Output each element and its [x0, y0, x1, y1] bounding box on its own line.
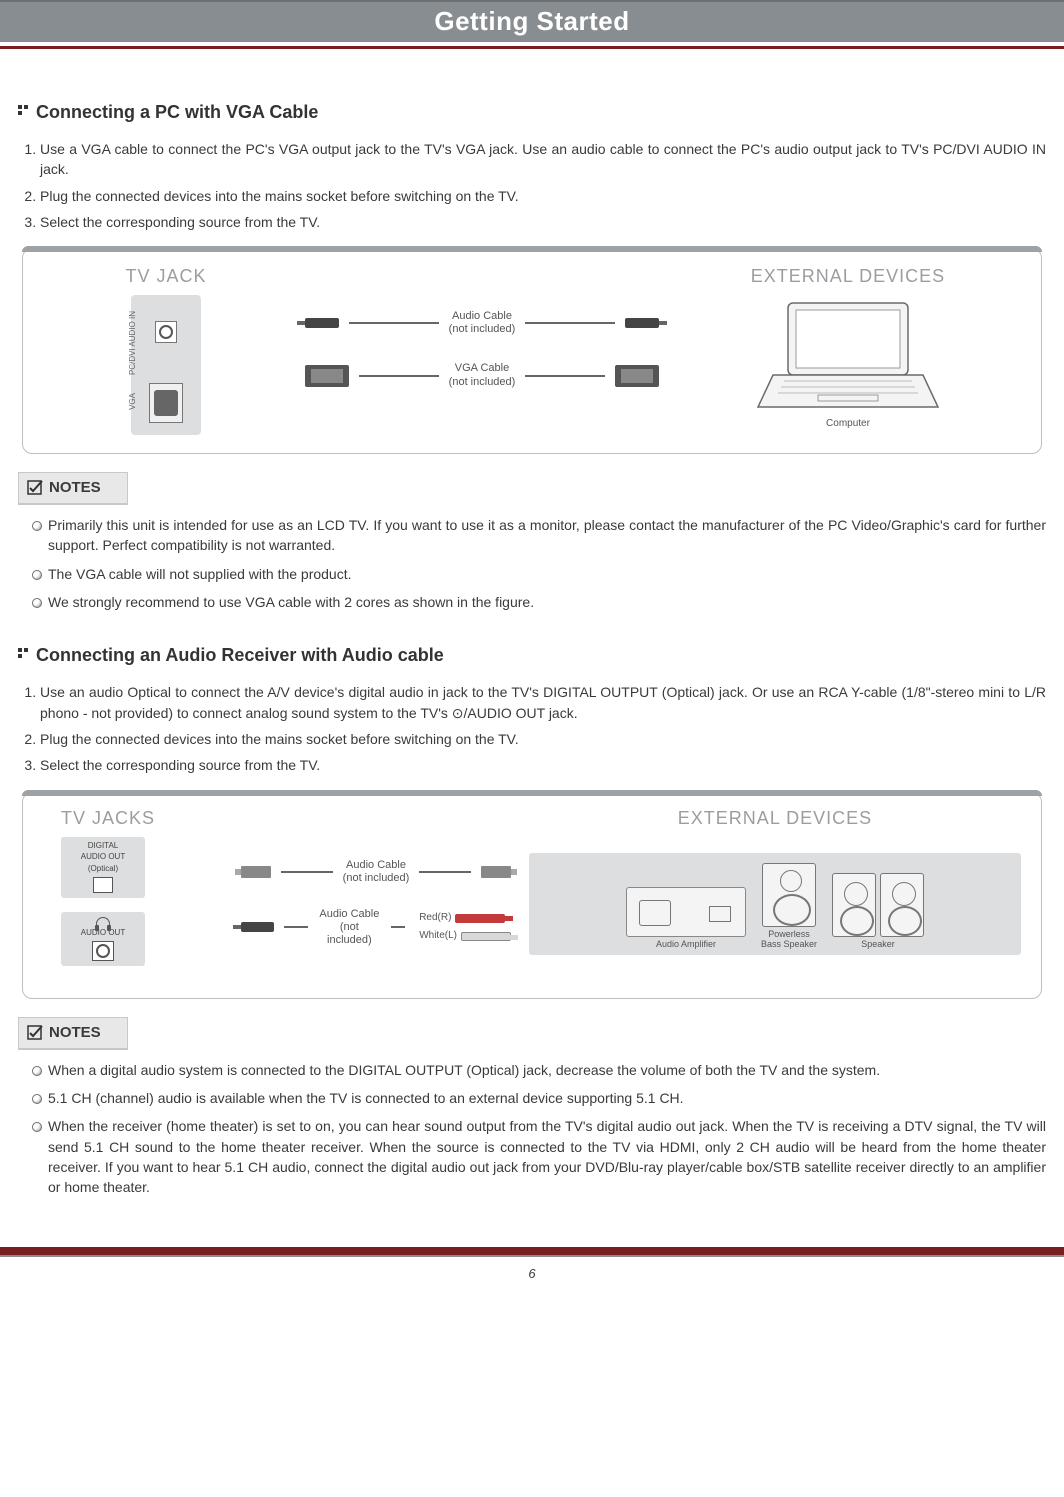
rca-red-label: Red(R): [419, 911, 451, 926]
page-number: 6: [0, 1265, 1064, 1284]
jack-label: AUDIO OUT: [63, 853, 143, 862]
external-devices-panel: Audio Amplifier PowerlessBass Speaker Sp…: [529, 853, 1021, 956]
section-1-steps: Use a VGA cable to connect the PC's VGA …: [18, 139, 1046, 232]
amplifier-caption: Audio Amplifier: [626, 940, 746, 950]
step: Plug the connected devices into the main…: [40, 186, 1046, 206]
section-2-title-row: Connecting an Audio Receiver with Audio …: [18, 642, 1046, 668]
cable-label: VGA Cable: [455, 362, 509, 374]
audio-cable-icon: Audio Cable(not included): [305, 310, 659, 336]
cable-label: Audio Cable: [452, 310, 512, 322]
headphone-icon: [96, 917, 110, 927]
tv-jacks-title: TV JACKS: [61, 805, 223, 831]
vga-jack-icon: [149, 383, 183, 423]
section-2-title: Connecting an Audio Receiver with Audio …: [36, 642, 444, 668]
tv-jack-panel: PC/DVI AUDIO IN VGA: [131, 295, 201, 435]
speaker-pair-icon: [832, 873, 924, 937]
laptop-icon: [748, 295, 948, 415]
audio-jack-icon: [155, 321, 177, 343]
computer-caption: Computer: [683, 417, 1013, 432]
notes-label: NOTES: [49, 1022, 101, 1044]
section-1-notes: Primarily this unit is intended for use …: [18, 515, 1046, 612]
vga-cable-icon: VGA Cable (not included): [305, 362, 659, 388]
note-item: When a digital audio system is connected…: [32, 1060, 1046, 1080]
audio-out-jack-icon: AUDIO OUT: [61, 912, 145, 966]
section-2-steps: Use an audio Optical to connect the A/V …: [18, 682, 1046, 775]
tv-jack-title: TV JACK: [51, 263, 281, 289]
footer-bar: [0, 1247, 1064, 1257]
jack-label: (Optical): [63, 865, 143, 874]
page-title: Getting Started: [434, 3, 629, 41]
cable-label: Audio Cable: [319, 908, 379, 920]
rca-cable-icon: Audio Cable(not included) Red(R) White(L…: [241, 908, 511, 948]
page-header: Getting Started: [0, 0, 1064, 42]
notes-header-2: NOTES: [18, 1017, 128, 1050]
note-item: The VGA cable will not supplied with the…: [32, 564, 1046, 584]
rca-red-plug-icon: [455, 914, 505, 923]
optical-cable-icon: Audio Cable(not included): [241, 859, 511, 885]
checkbox-icon: [27, 480, 43, 496]
notes-header: NOTES: [18, 472, 128, 505]
diagram-vga: TV JACK PC/DVI AUDIO IN VGA Audio Cable(…: [22, 248, 1042, 454]
page-content: Connecting a PC with VGA Cable Use a VGA…: [0, 49, 1064, 1197]
audio-in-label: PC/DVI AUDIO IN: [127, 311, 139, 375]
cable-sublabel: (not included): [327, 921, 372, 946]
step: Select the corresponding source from the…: [40, 212, 1046, 232]
external-devices-title-2: EXTERNAL DEVICES: [529, 805, 1021, 831]
external-devices-title: EXTERNAL DEVICES: [683, 263, 1013, 289]
bass-speaker-caption: PowerlessBass Speaker: [760, 930, 818, 950]
section-bullet-icon: [18, 648, 30, 662]
section-2-notes: When a digital audio system is connected…: [18, 1060, 1046, 1198]
cable-label: Audio Cable: [346, 859, 406, 871]
amplifier-icon: [626, 887, 746, 937]
optical-jack-icon: DIGITAL AUDIO OUT (Optical): [61, 837, 145, 898]
note-item: When the receiver (home theater) is set …: [32, 1116, 1046, 1197]
step: Use a VGA cable to connect the PC's VGA …: [40, 139, 1046, 180]
cable-sublabel: (not included): [449, 376, 516, 388]
vga-label: VGA: [127, 393, 139, 410]
notes-label: NOTES: [49, 477, 101, 499]
bass-speaker-icon: [762, 863, 816, 927]
note-item: We strongly recommend to use VGA cable w…: [32, 592, 1046, 612]
step: Plug the connected devices into the main…: [40, 729, 1046, 749]
step: Select the corresponding source from the…: [40, 755, 1046, 775]
rca-white-label: White(L): [419, 929, 457, 944]
section-bullet-icon: [18, 105, 30, 119]
rca-white-plug-icon: [461, 932, 511, 941]
diagram-audio: TV JACKS DIGITAL AUDIO OUT (Optical) AUD…: [22, 792, 1042, 999]
section-1-title-row: Connecting a PC with VGA Cable: [18, 99, 1046, 125]
speaker-caption: Speaker: [832, 940, 924, 950]
step: Use an audio Optical to connect the A/V …: [40, 682, 1046, 723]
cable-sublabel: (not included): [449, 323, 516, 335]
jack-label: DIGITAL: [63, 842, 143, 851]
section-1-title: Connecting a PC with VGA Cable: [36, 99, 318, 125]
note-item: Primarily this unit is intended for use …: [32, 515, 1046, 556]
checkbox-icon: [27, 1025, 43, 1041]
note-item: 5.1 CH (channel) audio is available when…: [32, 1088, 1046, 1108]
jack-label: AUDIO OUT: [63, 929, 143, 938]
cable-sublabel: (not included): [343, 872, 410, 884]
